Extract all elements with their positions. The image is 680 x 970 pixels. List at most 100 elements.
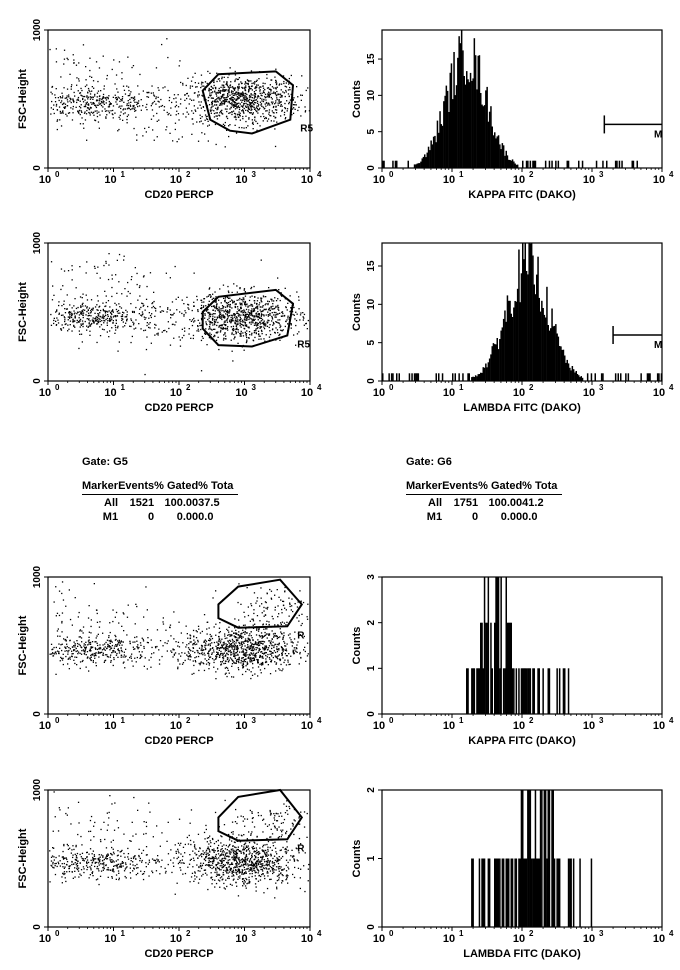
data-point [257, 112, 259, 114]
data-point [191, 133, 193, 135]
data-point [265, 658, 267, 660]
data-point [294, 631, 296, 633]
histogram-bar [446, 90, 449, 168]
histogram-bar [494, 132, 496, 168]
data-point [222, 314, 224, 316]
data-point [227, 285, 229, 288]
data-point [260, 326, 262, 329]
data-point [248, 647, 250, 649]
data-point [235, 330, 237, 333]
data-point [85, 105, 87, 108]
data-point [242, 636, 244, 638]
data-point [89, 657, 91, 659]
data-point [257, 662, 259, 664]
data-point [213, 666, 215, 668]
data-point [260, 317, 262, 319]
data-point [244, 291, 246, 293]
data-point [65, 308, 68, 310]
data-point [231, 328, 234, 331]
data-point [307, 603, 309, 605]
data-point [233, 653, 235, 655]
data-point [247, 657, 249, 659]
data-point [243, 652, 245, 654]
data-point [261, 652, 264, 654]
data-point [97, 121, 100, 123]
data-point [274, 633, 276, 635]
data-point [241, 644, 243, 646]
histogram-bar [468, 373, 470, 381]
data-point [256, 97, 259, 99]
data-point [64, 312, 67, 314]
data-point [231, 99, 233, 101]
data-point [217, 308, 219, 310]
data-point [162, 87, 164, 89]
data-point [187, 655, 189, 657]
data-point [84, 85, 87, 88]
data-point [271, 315, 273, 318]
data-point [70, 315, 73, 317]
histogram-bar [504, 668, 506, 714]
data-point [281, 612, 283, 614]
data-point [91, 86, 93, 88]
data-point [253, 592, 256, 594]
data-point [88, 104, 90, 106]
data-point [242, 325, 245, 327]
data-point [194, 660, 196, 662]
data-point [275, 663, 277, 665]
data-point [109, 857, 111, 859]
data-point [263, 338, 265, 340]
data-point [94, 654, 96, 656]
data-point [244, 81, 247, 83]
data-point [243, 648, 245, 650]
data-point [90, 315, 92, 317]
data-point [92, 646, 94, 648]
data-point [238, 637, 240, 639]
data-point [209, 327, 211, 329]
data-point [208, 655, 210, 657]
data-point [285, 306, 287, 309]
data-point [255, 86, 258, 88]
data-point [220, 326, 222, 329]
data-point [225, 647, 227, 649]
histogram-bar [487, 362, 490, 381]
data-point [96, 612, 98, 615]
data-point [198, 94, 200, 96]
data-point [177, 106, 180, 108]
data-point [209, 656, 212, 658]
data-point [240, 303, 242, 306]
data-point [230, 91, 233, 93]
data-point [279, 636, 281, 638]
data-point [147, 642, 149, 644]
data-point [286, 110, 288, 112]
data-point [66, 99, 69, 101]
data-point [151, 85, 153, 87]
data-point [136, 656, 138, 659]
data-point [99, 326, 101, 328]
data-point [82, 293, 84, 295]
data-point [219, 316, 221, 318]
data-point [64, 873, 66, 875]
data-point [74, 662, 76, 665]
data-point [266, 95, 269, 97]
data-point [97, 878, 99, 880]
data-point [276, 82, 278, 84]
data-point [113, 59, 115, 61]
data-point [278, 99, 280, 101]
data-point [199, 114, 201, 116]
histogram-bar [462, 50, 464, 168]
data-point [237, 105, 240, 107]
data-point [73, 100, 75, 102]
data-point [132, 324, 135, 326]
data-point [221, 84, 223, 86]
data-point [283, 661, 285, 664]
data-point [284, 659, 286, 661]
data-point [251, 321, 253, 323]
data-point [206, 115, 208, 117]
data-point [105, 102, 107, 104]
data-point [64, 866, 66, 868]
data-point [218, 640, 220, 642]
data-point [216, 95, 218, 97]
data-point [129, 292, 131, 295]
data-point [126, 319, 128, 321]
data-point [88, 636, 90, 638]
